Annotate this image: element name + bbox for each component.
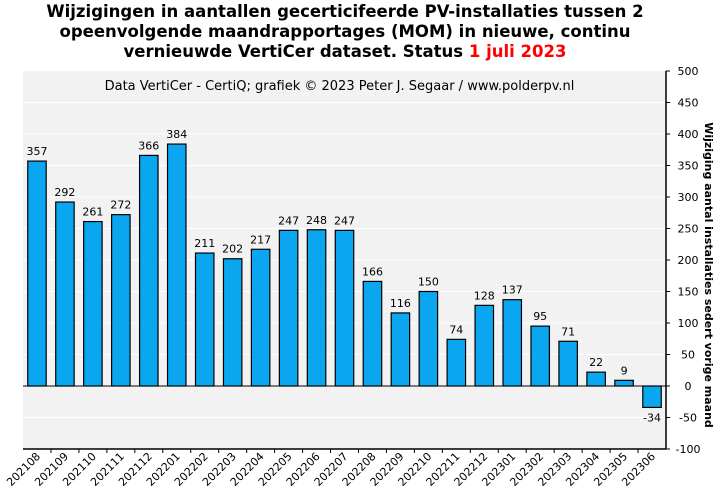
data-label: 95 — [533, 310, 547, 323]
data-label: 9 — [621, 364, 628, 377]
y-tick-label: 300 — [678, 191, 699, 204]
y-tick-label: 350 — [678, 160, 699, 173]
y-tick-label: 500 — [678, 65, 699, 78]
y-tick-label: 250 — [678, 223, 699, 236]
data-label: 272 — [110, 199, 131, 212]
data-label: -34 — [643, 411, 661, 424]
title-line-3: vernieuwde VertiCer dataset. Status — [123, 42, 464, 61]
bar — [418, 290, 439, 387]
bar — [55, 201, 75, 387]
data-label: 211 — [194, 237, 215, 250]
data-label: 261 — [82, 206, 103, 219]
bar — [558, 340, 578, 387]
title-line-2: opeenvolgende maandrapportages (MOM) in … — [59, 22, 631, 41]
data-label: 384 — [166, 128, 187, 141]
y-tick-label: 0 — [685, 380, 692, 393]
data-label: 357 — [26, 145, 47, 158]
title-status-date: 1 juli 2023 — [468, 42, 567, 61]
bar — [278, 229, 299, 387]
data-label: 74 — [449, 323, 463, 336]
data-label: 248 — [306, 214, 327, 227]
bar — [194, 252, 215, 387]
bar — [250, 248, 271, 387]
bar — [27, 160, 47, 387]
chart-title: Wijzigingen in aantallen gecerticifeerde… — [0, 2, 690, 62]
data-label: 71 — [561, 325, 575, 338]
bar — [166, 143, 187, 387]
chart-subtitle: Data VertiCer - CertiQ; grafiek © 2023 P… — [105, 79, 575, 94]
data-label: 137 — [502, 284, 523, 297]
bar — [138, 154, 159, 387]
y-tick-label: 50 — [681, 349, 695, 362]
bar — [334, 229, 355, 387]
y-axis: -100 -50 0 50 100 150 200 250 300 350 400 450 500 — [666, 65, 700, 456]
y-axis-label: Wijziging aantal installaties sedert vor… — [702, 122, 715, 428]
bar — [446, 338, 467, 387]
data-label: 150 — [418, 276, 439, 289]
data-label: 366 — [138, 139, 159, 152]
bar — [530, 325, 551, 387]
y-tick-label: -50 — [679, 412, 697, 425]
bar — [614, 379, 634, 387]
title-line-1: Wijzigingen in aantallen gecerticifeerde… — [46, 2, 644, 21]
data-label: 202 — [222, 243, 243, 256]
bars — [27, 143, 662, 409]
y-tick-label: 450 — [678, 97, 699, 110]
y-tick-label: 100 — [678, 317, 699, 330]
bar — [474, 304, 495, 387]
bar — [306, 229, 327, 387]
bar — [111, 214, 131, 387]
y-tick-label: 400 — [678, 128, 699, 141]
data-label: 128 — [474, 289, 495, 302]
bar — [586, 371, 606, 387]
data-labels: 357 292 261 272 366 384 211 202 217 247 248 247 166 1… — [26, 128, 661, 424]
bar — [642, 385, 662, 409]
data-label: 166 — [362, 265, 383, 278]
bar — [390, 312, 411, 387]
data-label: 116 — [390, 297, 411, 310]
data-label: 217 — [250, 233, 271, 246]
bar — [83, 220, 103, 387]
bar — [222, 258, 243, 387]
data-label: 247 — [278, 214, 299, 227]
x-axis: 2021082021092021102021112021122022012022… — [4, 449, 658, 489]
data-label: 22 — [589, 356, 603, 369]
y-tick-label: 200 — [678, 254, 699, 267]
bar — [362, 280, 383, 387]
y-tick-label: 150 — [678, 286, 699, 299]
bar — [502, 299, 523, 387]
data-label: 292 — [54, 186, 75, 199]
data-label: 247 — [334, 214, 355, 227]
y-tick-label: -100 — [676, 443, 701, 456]
